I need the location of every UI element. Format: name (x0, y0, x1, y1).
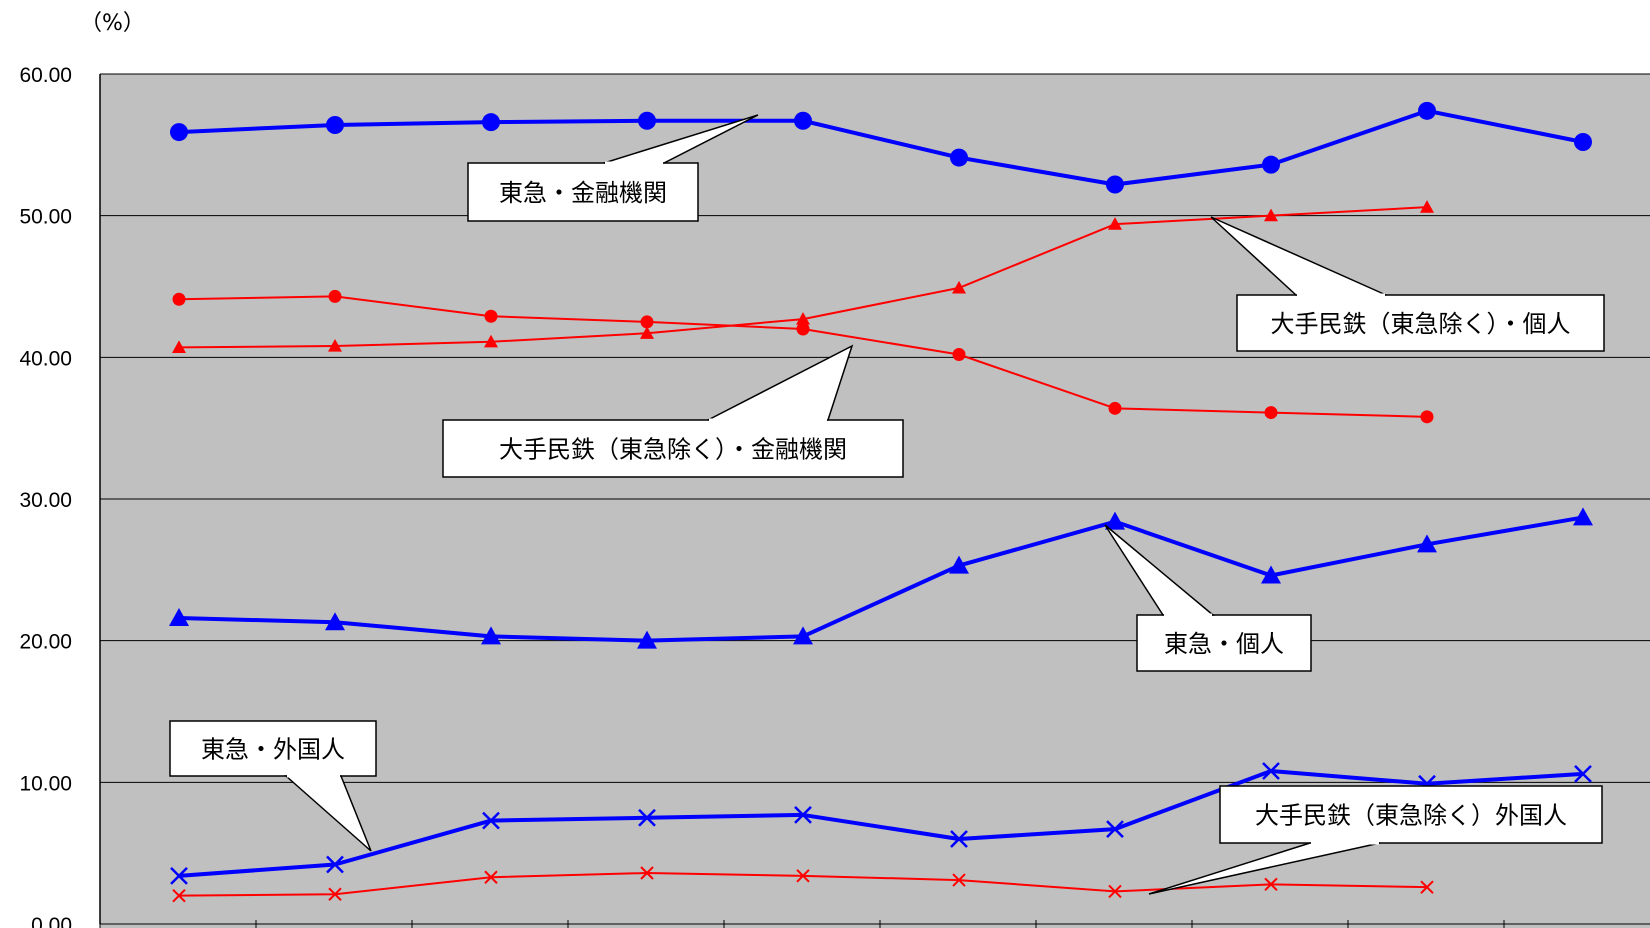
data-point-circle (172, 292, 186, 306)
data-point-circle (638, 111, 656, 130)
data-point-circle (170, 123, 188, 142)
data-point-triangle (325, 612, 345, 631)
callout-label: 東急・金融機関 (499, 179, 667, 207)
data-point-x (796, 869, 810, 883)
series-0 (170, 101, 1592, 194)
y-tick-label: 20.00 (19, 631, 72, 654)
data-point-circle (484, 309, 498, 323)
data-point-circle (482, 113, 500, 132)
callout-label: 東急・個人 (1164, 630, 1284, 658)
y-axis-unit-label: （%） (80, 11, 145, 36)
data-point-triangle (169, 608, 189, 626)
data-point-x (1574, 764, 1592, 783)
callout-box (442, 419, 904, 478)
data-point-triangle (328, 339, 342, 352)
data-point-circle (1574, 133, 1592, 151)
data-point-circle (950, 148, 968, 167)
data-point-circle (640, 315, 654, 329)
data-point-circle (1418, 101, 1436, 120)
callout-box (1136, 614, 1312, 672)
data-point-circle (1262, 155, 1280, 174)
callout-4: 東急・外国人 (169, 720, 377, 852)
y-tick-label: 30.00 (19, 489, 72, 512)
data-point-triangle (484, 334, 498, 348)
series-2 (172, 200, 1434, 354)
data-point-x (1264, 877, 1278, 892)
data-point-x (326, 855, 344, 874)
callout-label: 東急・外国人 (201, 736, 345, 764)
data-point-x (950, 830, 968, 848)
data-point-triangle (1573, 507, 1593, 526)
data-point-triangle (1108, 217, 1122, 230)
series-3 (169, 507, 1593, 649)
data-point-x (172, 888, 186, 903)
data-point-triangle (637, 630, 657, 649)
data-point-triangle (949, 555, 969, 574)
callout-box (1219, 785, 1603, 844)
callout-box (169, 720, 377, 777)
data-point-x (794, 806, 812, 824)
data-point-x (1262, 762, 1280, 780)
callout-label: 大手民鉄（東急除く）・個人 (1271, 310, 1571, 338)
data-point-triangle (1264, 208, 1278, 222)
data-point-x (482, 811, 500, 830)
data-point-circle (796, 322, 810, 336)
callout-0: 東急・金融機関 (467, 114, 759, 222)
data-point-circle (794, 111, 812, 130)
series-line (178, 769, 1584, 878)
callout-label: 大手民鉄（東急除く）外国人 (1255, 802, 1567, 830)
data-point-x (952, 873, 966, 887)
data-point-x (1108, 884, 1122, 899)
data-point-triangle (1420, 200, 1434, 213)
y-tick-label: 40.00 (19, 347, 72, 370)
data-point-triangle (1261, 565, 1281, 584)
data-point-circle (328, 289, 342, 303)
gridlines (99, 73, 1650, 925)
data-point-x (328, 887, 342, 901)
data-point-x (1106, 820, 1124, 838)
y-tick-label: 10.00 (19, 772, 72, 795)
data-point-circle (1106, 175, 1124, 194)
callout-box (1236, 294, 1605, 352)
y-axis-ticks: 0.00 10.00 20.00 30.00 40.00 50.00 60.00 (19, 64, 72, 928)
data-point-circle (326, 116, 344, 134)
data-point-circle (952, 348, 966, 361)
data-point-x (638, 808, 656, 827)
data-point-triangle (952, 280, 966, 294)
data-point-x (640, 866, 654, 880)
series-line (178, 515, 1584, 643)
data-point-triangle (481, 626, 501, 645)
callout-3: 東急・個人 (1104, 524, 1312, 672)
x-axis-ticks (99, 920, 1505, 928)
callout-5: 大手民鉄（東急除く）外国人 (1148, 785, 1603, 895)
data-point-x (484, 870, 498, 884)
callout-2: 大手民鉄（東急除く）・金融機関 (442, 344, 904, 478)
data-point-triangle (796, 312, 810, 325)
data-point-triangle (1417, 534, 1437, 553)
y-tick-label: 60.00 (19, 64, 72, 87)
data-point-triangle (793, 626, 813, 645)
series-group (169, 101, 1593, 903)
data-point-circle (1420, 410, 1434, 424)
data-point-circle (1108, 401, 1122, 415)
series-5 (172, 866, 1434, 903)
data-point-triangle (172, 340, 186, 354)
data-point-triangle (640, 326, 654, 339)
callout-1: 大手民鉄（東急除く）・個人 (1210, 216, 1605, 352)
callout-label: 大手民鉄（東急除く）・金融機関 (499, 436, 847, 464)
y-tick-label: 0.00 (31, 914, 72, 928)
callout-box (467, 162, 699, 222)
series-line (178, 108, 1584, 187)
data-point-x (1420, 880, 1434, 894)
series-4 (170, 762, 1592, 885)
series-1 (172, 289, 1434, 424)
data-point-triangle (1105, 511, 1125, 530)
callout-group: 東急・金融機関大手民鉄（東急除く）・個人大手民鉄（東急除く）・金融機関東急・個人… (169, 114, 1605, 895)
y-tick-label: 50.00 (19, 206, 72, 229)
data-point-x (170, 866, 188, 885)
data-point-circle (1264, 406, 1278, 420)
